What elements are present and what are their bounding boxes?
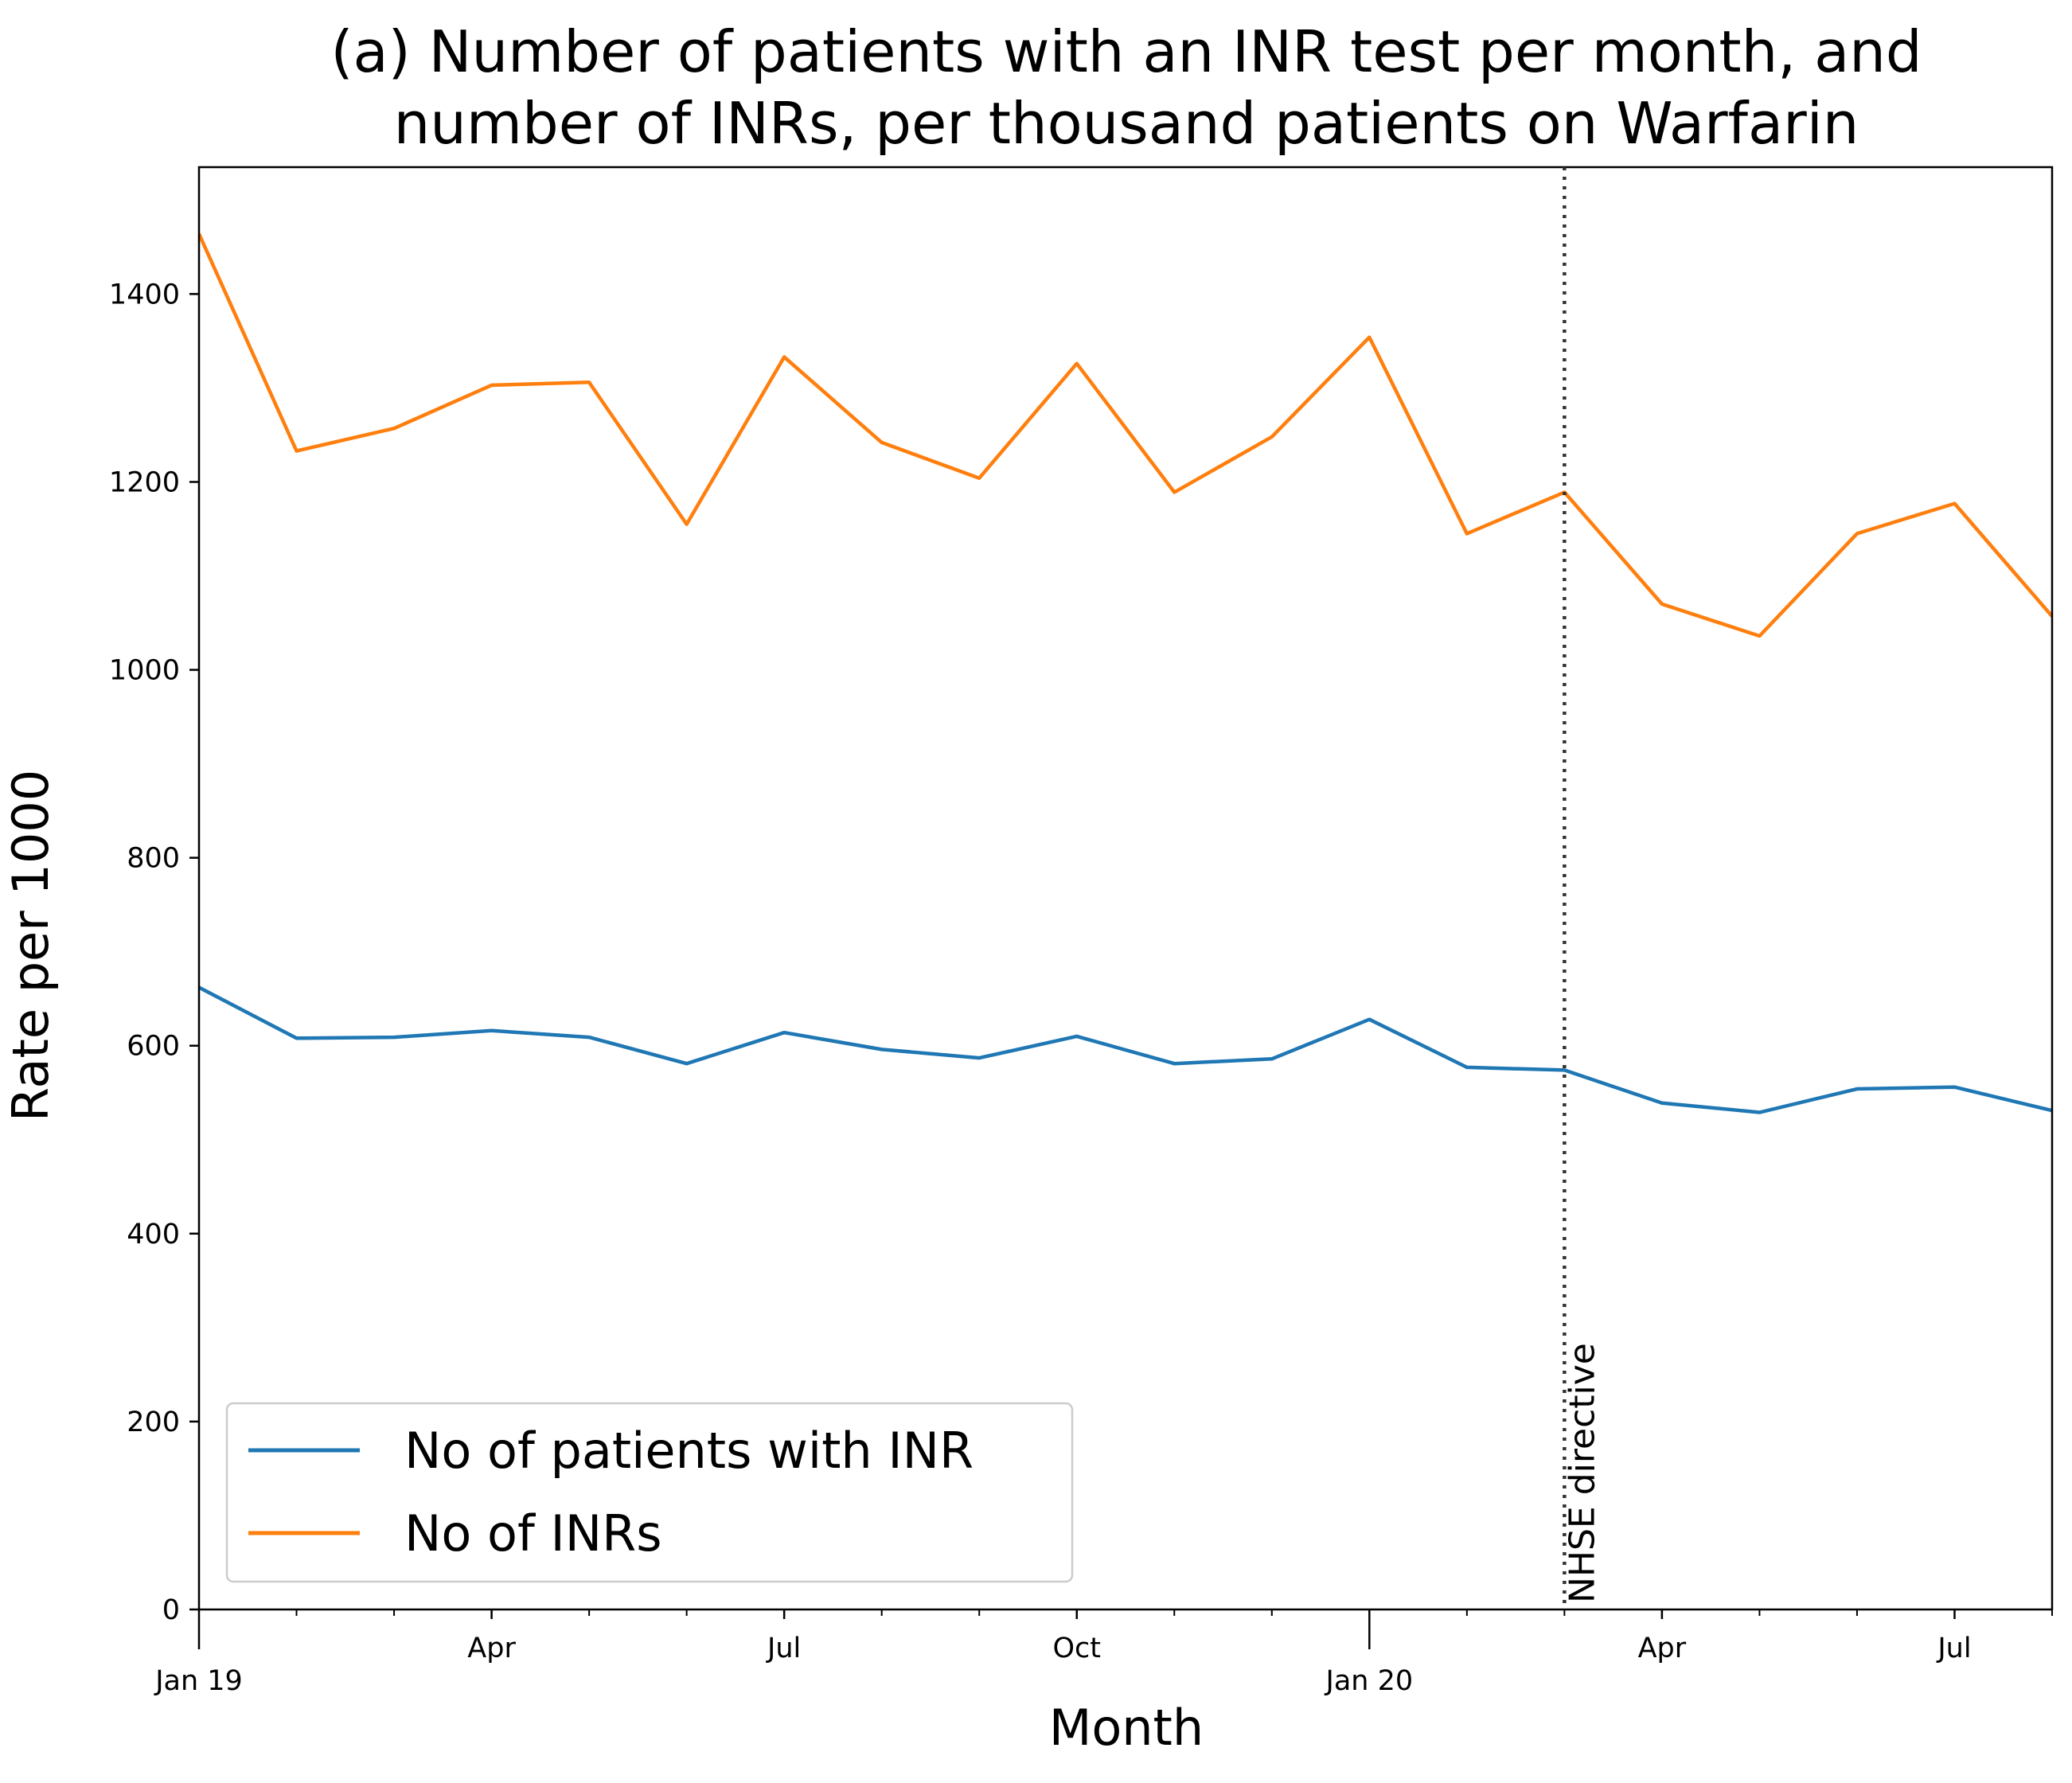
series-line-0 [199, 985, 2052, 1114]
y-tick-label: 0 [162, 1594, 180, 1626]
legend: No of patients with INR No of INRs [225, 1402, 1074, 1583]
x-tick-label: Apr [1638, 1633, 1687, 1664]
vline-annotation-label-0: NHSE directive [1562, 1343, 1602, 1603]
chart-title-line-1: (a) Number of patients with an INR test … [330, 18, 1922, 85]
y-tick-label: 1200 [109, 466, 180, 498]
x-tick-label: Oct [1052, 1633, 1101, 1664]
plot-frame [197, 166, 2054, 1611]
y-tick-label: 1000 [109, 655, 180, 687]
y-tick-label: 1400 [109, 279, 180, 310]
y-tick-label: 200 [127, 1407, 180, 1438]
plot-area [197, 166, 2054, 1611]
chart-title-line-2: number of INRs, per thousand patients on… [394, 90, 1859, 157]
chart-title: (a) Number of patients with an INR test … [330, 18, 1922, 157]
y-tick-label: 600 [127, 1031, 180, 1063]
y-tick-label: 400 [127, 1219, 180, 1250]
series-lines [199, 232, 2052, 1114]
y-axis: 0 200 400 600 800 1000 1200 1400 [109, 279, 199, 1626]
x-tick-label: Jul [1936, 1633, 1971, 1664]
y-axis-label: Rate per 1000 [2, 770, 60, 1122]
x-tick-label: Apr [467, 1633, 516, 1664]
legend-label-1: No of INRs [404, 1504, 662, 1563]
x-tick-label: Jan 20 [1325, 1665, 1414, 1697]
x-tick-label: Jan 19 [154, 1665, 243, 1697]
legend-label-0: No of patients with INR [404, 1422, 974, 1480]
legend-box [225, 1402, 1074, 1583]
x-tick-label: Jul [766, 1633, 801, 1664]
annotation-layer: NHSE directive [1562, 167, 1602, 1609]
x-axis: Jan 19 Apr Jul Oct Jan 20 Apr Jul [154, 1609, 2053, 1697]
x-axis-label: Month [1049, 1699, 1204, 1757]
series-line-1 [199, 232, 2052, 638]
y-tick-label: 800 [127, 843, 180, 875]
